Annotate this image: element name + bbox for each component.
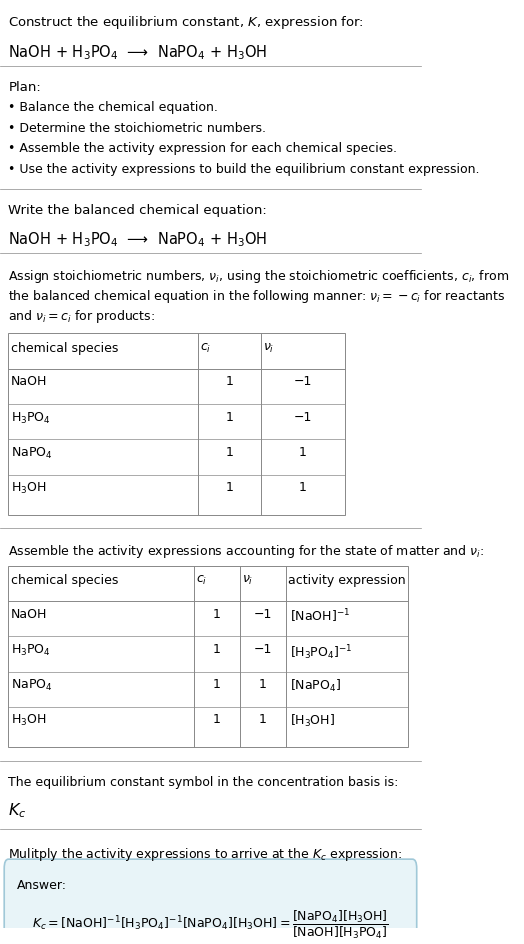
Text: chemical species: chemical species	[10, 573, 118, 586]
Text: NaPO$_4$: NaPO$_4$	[10, 678, 52, 693]
Text: −1: −1	[294, 410, 312, 423]
Text: H$_3$PO$_4$: H$_3$PO$_4$	[10, 642, 50, 657]
Text: $K_c = [\mathrm{NaOH}]^{-1}[\mathrm{H_3PO_4}]^{-1}[\mathrm{NaPO_4}][\mathrm{H_3O: $K_c = [\mathrm{NaOH}]^{-1}[\mathrm{H_3P…	[32, 907, 389, 939]
Text: $K_c$: $K_c$	[8, 801, 27, 819]
Text: 1: 1	[259, 713, 267, 726]
Text: 1: 1	[225, 446, 233, 459]
Text: NaOH: NaOH	[10, 607, 47, 620]
Text: −1: −1	[254, 642, 272, 655]
Text: NaOH + H$_3$PO$_4$  ⟶  NaPO$_4$ + H$_3$OH: NaOH + H$_3$PO$_4$ ⟶ NaPO$_4$ + H$_3$OH	[8, 43, 268, 62]
Text: NaPO$_4$: NaPO$_4$	[10, 446, 52, 461]
Text: $c_i$: $c_i$	[196, 573, 207, 586]
Text: $\nu_i$: $\nu_i$	[263, 342, 275, 355]
Text: 1: 1	[299, 480, 307, 494]
Text: The equilibrium constant symbol in the concentration basis is:: The equilibrium constant symbol in the c…	[8, 775, 399, 788]
Text: [NaOH]$^{-1}$: [NaOH]$^{-1}$	[290, 607, 351, 624]
Text: 1: 1	[213, 713, 221, 726]
Text: 1: 1	[213, 642, 221, 655]
Text: NaOH: NaOH	[10, 375, 47, 388]
Text: the balanced chemical equation in the following manner: $\nu_i = -c_i$ for react: the balanced chemical equation in the fo…	[8, 288, 506, 305]
Text: 1: 1	[259, 678, 267, 690]
Text: and $\nu_i = c_i$ for products:: and $\nu_i = c_i$ for products:	[8, 308, 156, 325]
Text: −1: −1	[254, 607, 272, 620]
Bar	[8, 566, 408, 747]
Text: Write the balanced chemical equation:: Write the balanced chemical equation:	[8, 204, 267, 217]
Text: 1: 1	[213, 607, 221, 620]
Text: H$_3$OH: H$_3$OH	[10, 713, 46, 728]
Text: • Assemble the activity expression for each chemical species.: • Assemble the activity expression for e…	[8, 142, 397, 155]
Text: Assign stoichiometric numbers, $\nu_i$, using the stoichiometric coefficients, $: Assign stoichiometric numbers, $\nu_i$, …	[8, 267, 509, 284]
Text: 1: 1	[225, 480, 233, 494]
Text: chemical species: chemical species	[10, 342, 118, 354]
Text: • Use the activity expressions to build the equilibrium constant expression.: • Use the activity expressions to build …	[8, 162, 480, 176]
Text: 1: 1	[213, 678, 221, 690]
Text: activity expression: activity expression	[288, 573, 406, 586]
Text: [NaPO$_4$]: [NaPO$_4$]	[290, 678, 342, 694]
Bar	[8, 334, 345, 515]
Text: [H$_3$PO$_4$]$^{-1}$: [H$_3$PO$_4$]$^{-1}$	[290, 642, 353, 661]
Text: [H$_3$OH]: [H$_3$OH]	[290, 713, 335, 729]
Text: 1: 1	[225, 375, 233, 388]
Text: 1: 1	[299, 446, 307, 459]
Text: Plan:: Plan:	[8, 81, 41, 93]
Text: • Balance the chemical equation.: • Balance the chemical equation.	[8, 101, 219, 114]
Text: $\nu_i$: $\nu_i$	[242, 573, 254, 586]
Text: NaOH + H$_3$PO$_4$  ⟶  NaPO$_4$ + H$_3$OH: NaOH + H$_3$PO$_4$ ⟶ NaPO$_4$ + H$_3$OH	[8, 230, 268, 249]
Text: Mulitply the activity expressions to arrive at the $K_c$ expression:: Mulitply the activity expressions to arr…	[8, 845, 403, 862]
Text: Construct the equilibrium constant, $K$, expression for:: Construct the equilibrium constant, $K$,…	[8, 14, 364, 31]
Text: −1: −1	[294, 375, 312, 388]
FancyBboxPatch shape	[4, 859, 417, 944]
Text: • Determine the stoichiometric numbers.: • Determine the stoichiometric numbers.	[8, 122, 266, 135]
Text: H$_3$OH: H$_3$OH	[10, 480, 46, 496]
Text: H$_3$PO$_4$: H$_3$PO$_4$	[10, 410, 50, 425]
Text: 1: 1	[225, 410, 233, 423]
Text: Answer:: Answer:	[17, 878, 67, 891]
Text: Assemble the activity expressions accounting for the state of matter and $\nu_i$: Assemble the activity expressions accoun…	[8, 543, 485, 560]
Text: $c_i$: $c_i$	[200, 342, 211, 355]
